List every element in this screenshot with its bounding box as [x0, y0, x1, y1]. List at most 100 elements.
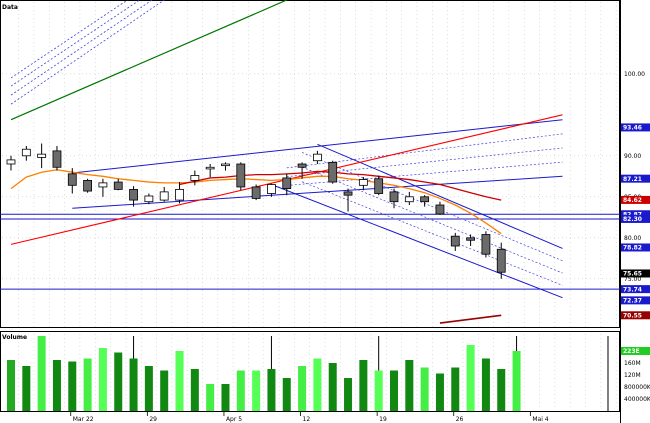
price-tag-bg: [621, 195, 650, 204]
channel-down-dotted: [301, 166, 563, 274]
candle: [312, 150, 322, 164]
candle: [83, 178, 92, 193]
candle-body: [343, 191, 353, 196]
price-tag: 75.65: [621, 269, 650, 278]
volume-bar: [175, 351, 184, 411]
x-tick-label: 19: [379, 416, 387, 423]
price-tag-label: 72.37: [623, 298, 642, 305]
volume-bar: [420, 367, 429, 411]
candle-body: [159, 191, 169, 201]
x-axis: Mar 22 29 Apr 5 12 19 26 Mai 4: [70, 412, 549, 423]
candle: [404, 191, 414, 205]
volume-bar: [190, 369, 199, 411]
candle: [267, 183, 276, 197]
price-tag-bg: [621, 123, 650, 132]
price-tag-label: 73.74: [623, 286, 642, 293]
candle-body: [420, 196, 430, 203]
candle-body: [466, 237, 476, 241]
channel-up-upper: [72, 119, 563, 174]
candle: [129, 186, 138, 207]
x-tick-label: Mar 22: [73, 416, 94, 423]
price-tick-label: 80.00: [624, 235, 641, 242]
price-tag: 72.37: [621, 296, 650, 305]
candle: [328, 160, 338, 184]
candle-body: [129, 189, 138, 201]
candle-body: [328, 161, 338, 183]
channel-down-dotted: [301, 152, 563, 262]
channel-up-lower: [72, 175, 563, 209]
candle-body: [389, 191, 399, 203]
price-tag-bg: [621, 311, 650, 320]
candle: [52, 145, 62, 171]
green-trend-line: [10, 0, 287, 121]
dotted-fan-line: [10, 0, 129, 79]
volume-bar: [22, 366, 31, 411]
candle-body: [190, 175, 200, 181]
candle: [435, 201, 445, 215]
volume-bar: [267, 369, 276, 411]
volume-bar: [481, 358, 490, 411]
volume-bar: [405, 360, 414, 411]
candles: [6, 143, 506, 279]
price-tag-label: 70.55: [623, 312, 642, 319]
candle-body: [435, 204, 445, 215]
candle: [144, 193, 154, 205]
volume-bar: [98, 348, 107, 411]
candle-body: [450, 235, 460, 247]
volume-tick-label: 800000K: [624, 384, 650, 391]
price-tag-bg: [621, 214, 650, 223]
candle-body: [83, 179, 92, 192]
volume-panel-label: Volume: [2, 334, 27, 341]
price-tag-label: 78.82: [623, 245, 642, 252]
price-tag-label: 84.62: [623, 197, 642, 204]
candle-body: [358, 179, 368, 186]
candle-body: [67, 173, 77, 186]
price-tag-bg: [621, 296, 650, 305]
dark-red-segment: [439, 314, 502, 324]
volume-tick-label: 160M: [624, 360, 641, 367]
price-tag: 93.46: [621, 123, 650, 132]
candle-body: [21, 148, 31, 157]
price-tag-label: 93.46: [623, 125, 642, 132]
volume-bar: [252, 370, 261, 411]
volume-bar: [144, 366, 153, 411]
candle-body: [6, 159, 16, 165]
volume-bar: [374, 370, 383, 411]
volume-bar: [282, 378, 291, 411]
x-tick-label: 12: [303, 416, 311, 423]
candle: [159, 186, 169, 202]
channel-down-lower: [271, 184, 563, 299]
volume-bar: [52, 360, 61, 411]
price-tag: 78.82: [621, 243, 650, 252]
volume-bar: [390, 370, 398, 411]
candle-body: [52, 150, 62, 168]
candle: [21, 145, 31, 161]
candle: [374, 175, 384, 196]
candle-body: [221, 163, 230, 167]
candle-body: [496, 248, 506, 273]
volume-tick-label: 400000K: [624, 396, 650, 403]
volume-bar: [313, 358, 322, 411]
candle: [450, 232, 460, 251]
price-tick-label: 90.00: [624, 153, 641, 160]
candle: [175, 182, 184, 204]
price-tag-bg: [621, 210, 650, 219]
volume-bar: [359, 360, 368, 411]
candle-body: [312, 153, 322, 162]
volume-axis: 200M160M120M800000K400000K223E: [621, 347, 650, 403]
candle-body: [205, 166, 215, 170]
candle: [358, 177, 368, 191]
price-panel-label: Data: [2, 4, 18, 11]
volume-bar: [114, 352, 123, 411]
candle-body: [404, 196, 414, 203]
candle: [496, 242, 506, 279]
channel-down-dotted: [301, 181, 563, 286]
candle-body: [98, 182, 108, 188]
candle: [190, 170, 200, 186]
price-tag: 73.74: [621, 285, 650, 293]
candle-body: [175, 189, 184, 201]
moving-average-2: [179, 170, 502, 201]
volume-bar: [344, 378, 353, 411]
price-tag-bg: [621, 269, 650, 278]
candle-body: [481, 234, 491, 255]
